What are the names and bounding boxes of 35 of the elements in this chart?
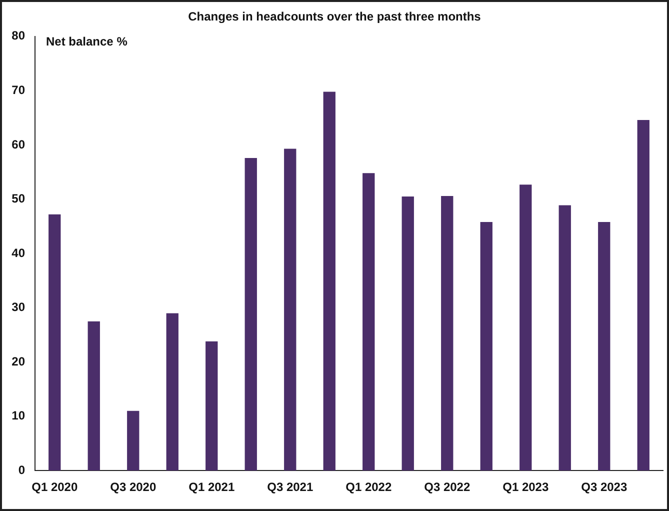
bar xyxy=(48,214,61,471)
y-tick-label: 0 xyxy=(18,462,26,477)
x-tick-label: Q1 2021 xyxy=(188,480,235,494)
bar xyxy=(520,184,532,471)
x-tick-label: Q3 2022 xyxy=(424,480,470,494)
bar xyxy=(362,173,375,471)
y-tick-label: 50 xyxy=(12,192,26,206)
x-tick-label: Q3 2021 xyxy=(267,480,314,494)
y-axis-title: Net balance % xyxy=(46,34,128,49)
y-tick-label: 60 xyxy=(12,137,26,152)
x-tick-label: Q1 2022 xyxy=(346,480,392,494)
bar xyxy=(244,158,257,471)
y-tick-label: 40 xyxy=(12,246,26,260)
bar xyxy=(441,196,454,471)
bar xyxy=(480,222,492,471)
bar xyxy=(206,341,218,471)
bar xyxy=(88,321,100,471)
y-tick-label: 20 xyxy=(12,354,26,368)
x-tick-label: Q1 2023 xyxy=(502,480,549,494)
bar xyxy=(598,222,610,471)
chart-title: Changes in headcounts over the past three months xyxy=(188,10,482,24)
y-tick-label: 80 xyxy=(12,28,26,43)
bar xyxy=(284,148,296,471)
bar xyxy=(402,196,414,471)
bar xyxy=(166,313,178,471)
y-tick-label: 10 xyxy=(12,408,26,423)
y-tick-label: 30 xyxy=(12,300,26,314)
bar xyxy=(558,205,571,471)
y-tick-label: 70 xyxy=(12,82,26,97)
x-tick-label: Q1 2020 xyxy=(32,480,78,494)
x-tick-label: Q3 2023 xyxy=(581,480,628,494)
bar xyxy=(127,410,140,471)
bar xyxy=(323,92,336,471)
x-tick-label: Q3 2020 xyxy=(110,480,156,494)
bar xyxy=(637,120,650,471)
